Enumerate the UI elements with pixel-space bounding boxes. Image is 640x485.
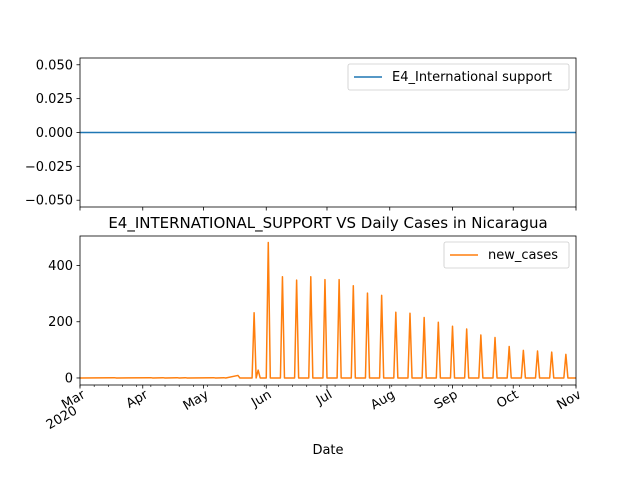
bottom-legend-box <box>443 241 570 269</box>
top-subplot: 0.050 0.025 0.000 −0.025 −0.050 E4_Internati… <box>25 57 577 211</box>
top-y-ticks: 0.050 0.025 0.000 −0.025 −0.050 <box>25 58 80 209</box>
top-y-tick-label: −0.025 <box>25 160 73 175</box>
bottom-legend-label: new_cases <box>488 248 558 263</box>
x-axis-label: Date <box>312 443 343 458</box>
top-x-ticks <box>79 207 577 211</box>
bottom-y-tick-label: 400 <box>48 259 73 274</box>
top-y-tick-label: 0.000 <box>36 126 73 141</box>
top-y-tick-label: −0.050 <box>25 194 73 209</box>
bottom-x-tick-label: Jul <box>313 387 335 408</box>
bottom-y-ticks: 0 200 400 <box>48 259 80 386</box>
bottom-legend: new_cases <box>443 241 570 269</box>
top-legend-box <box>347 63 570 91</box>
top-axes-frame <box>79 57 577 208</box>
top-legend-label: E4_International support <box>392 70 552 85</box>
top-y-tick-label: 0.025 <box>36 92 73 107</box>
chart-title: E4_INTERNATIONAL_SUPPORT VS Daily Cases … <box>108 214 547 233</box>
bottom-y-tick-label: 0 <box>65 371 73 386</box>
series-line-new-cases <box>80 241 576 379</box>
top-y-tick-label: 0.050 <box>36 58 73 73</box>
bottom-axes-frame <box>79 235 577 386</box>
top-legend: E4_International support <box>347 63 570 91</box>
bottom-y-tick-label: 200 <box>48 315 73 330</box>
